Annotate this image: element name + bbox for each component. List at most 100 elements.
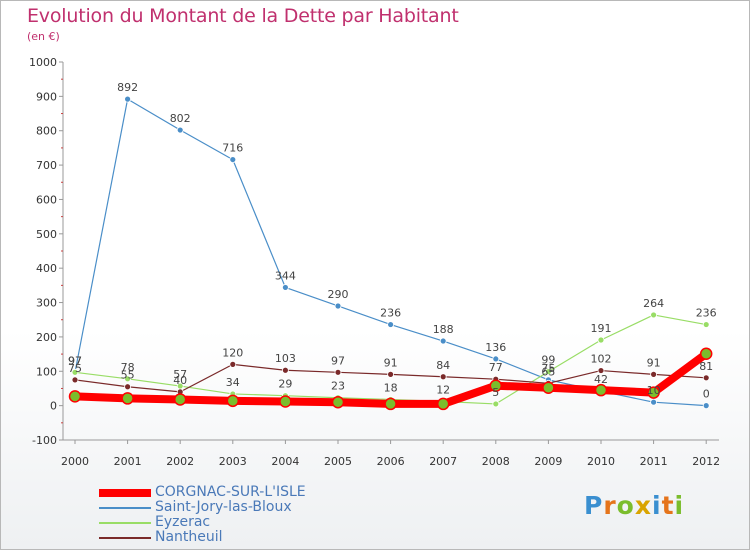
series-point-0 (699, 347, 713, 360)
data-label-1: 716 (222, 142, 243, 155)
data-label-2: 191 (591, 322, 612, 335)
data-label-3: 91 (647, 356, 661, 369)
series-point-0 (173, 393, 187, 406)
data-label-1: 344 (275, 269, 296, 282)
logo-letter: r (603, 491, 617, 520)
x-tick-label: 2010 (587, 455, 615, 468)
data-label-2: 236 (696, 307, 717, 320)
series-point-0 (594, 383, 608, 397)
y-tick-label: 1000 (29, 56, 57, 69)
data-label-3: 91 (384, 356, 398, 369)
series-point-1 (281, 284, 289, 291)
series-point-1 (176, 126, 184, 134)
logo-letter: o (616, 491, 635, 520)
data-label-1: 290 (328, 288, 349, 301)
legend-label: CORGNAC-SUR-L'ISLE (155, 484, 306, 500)
data-label-3: 97 (331, 354, 345, 367)
series-point-2 (124, 375, 131, 383)
legend-entry: CORGNAC-SUR-L'ISLE (99, 485, 306, 500)
series-point-3 (387, 370, 395, 378)
data-label-2: 264 (643, 297, 664, 310)
y-tick-label: 700 (36, 159, 57, 172)
x-tick-label: 2002 (166, 455, 194, 468)
data-label-1: 75 (541, 362, 555, 375)
proxiti-logo: Proxiti (584, 491, 684, 520)
x-tick-label: 2003 (219, 455, 247, 468)
series-point-0 (121, 392, 134, 405)
y-tick-label: 400 (36, 262, 57, 275)
y-tick-label: 200 (36, 331, 57, 344)
x-tick-label: 2012 (692, 455, 720, 468)
series-point-0 (384, 397, 397, 411)
data-label-3: 84 (436, 359, 450, 372)
data-label-3: 120 (222, 346, 243, 359)
y-tick-label: 800 (36, 125, 57, 138)
series-point-0 (647, 386, 660, 399)
logo-letter: i (652, 491, 662, 520)
y-tick-label: 600 (36, 193, 57, 206)
x-tick-label: 2004 (271, 455, 299, 468)
legend-swatch (99, 488, 151, 497)
data-label-2: 34 (226, 376, 240, 389)
series-point-3 (439, 373, 447, 381)
data-label-1: 236 (380, 307, 401, 320)
y-tick-label: -100 (32, 434, 57, 447)
data-label-2: 29 (278, 378, 292, 391)
chart-unit: (en €) (27, 30, 60, 43)
series-point-3 (597, 367, 605, 374)
data-label-2: 97 (68, 354, 82, 367)
series-point-0 (331, 395, 345, 409)
data-label-3: 65 (541, 365, 555, 378)
data-label-3: 77 (489, 361, 503, 374)
data-label-2: 99 (541, 354, 555, 367)
series-point-2 (71, 368, 79, 376)
x-tick-label: 2009 (534, 455, 562, 468)
series-point-2 (702, 321, 710, 328)
series-point-0 (489, 379, 503, 392)
data-label-1: 188 (433, 323, 454, 336)
series-point-3 (334, 368, 342, 376)
data-label-3: 102 (591, 353, 612, 366)
chart-title: Evolution du Montant de la Dette par Hab… (27, 5, 459, 27)
legend-entry: Saint-Jory-las-Bloux (99, 500, 306, 515)
legend-entry: Nantheuil (99, 530, 306, 545)
series-point-3 (702, 374, 710, 382)
data-label-1: 97 (68, 354, 82, 367)
y-tick-label: 0 (50, 400, 57, 413)
data-label-1: 802 (170, 112, 191, 125)
series-point-1 (702, 402, 710, 410)
y-tick-label: 900 (36, 90, 57, 103)
x-tick-label: 2008 (482, 455, 510, 468)
y-tick-label: 100 (36, 365, 57, 378)
legend-label: Eyzerac (155, 514, 211, 530)
data-label-1: 10 (647, 384, 661, 397)
series-point-0 (68, 390, 82, 403)
series-point-3 (281, 366, 289, 374)
logo-letter: t (661, 491, 675, 520)
data-label-3: 81 (699, 360, 713, 373)
legend-entry: Eyzerac (99, 515, 306, 530)
x-tick-label: 2011 (640, 455, 668, 468)
series-point-3 (229, 360, 237, 368)
data-label-2: 23 (331, 380, 345, 393)
chart-legend: CORGNAC-SUR-L'ISLE Saint-Jory-las-Bloux Ey… (99, 485, 306, 545)
x-tick-label: 2006 (377, 455, 405, 468)
series-point-0 (279, 395, 292, 408)
logo-letter: P (584, 491, 604, 520)
data-label-3: 55 (121, 369, 135, 382)
series-point-2 (492, 400, 500, 408)
x-tick-label: 2005 (324, 455, 352, 468)
data-label-3: 75 (68, 362, 82, 375)
data-label-3: 103 (275, 352, 296, 365)
x-tick-label: 2007 (429, 455, 457, 468)
series-point-1 (650, 398, 657, 406)
logo-letter: x (634, 491, 652, 520)
y-tick-label: 300 (36, 297, 57, 310)
data-label-1: 136 (485, 341, 506, 354)
series-point-1 (387, 321, 395, 328)
data-label-2: 78 (121, 361, 135, 374)
series-point-3 (124, 383, 131, 391)
series-point-1 (439, 337, 447, 345)
